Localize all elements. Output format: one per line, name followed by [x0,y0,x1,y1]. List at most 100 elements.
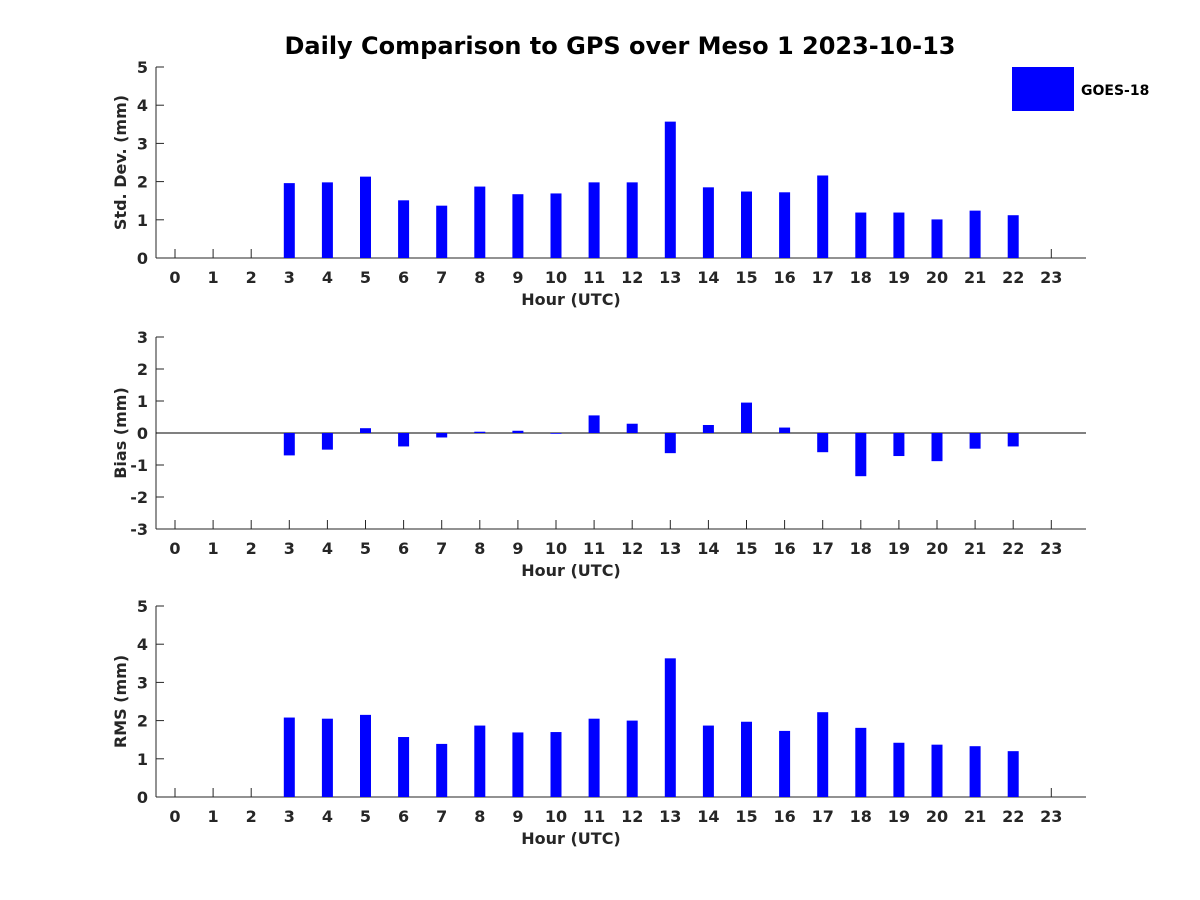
std-dev-xtick-label: 0 [169,268,180,287]
rms-ytick-label: 1 [137,750,148,769]
rms-bar-22 [1007,751,1019,797]
rms-ytick-label: 2 [137,712,148,731]
bias-bar-21 [969,433,981,449]
std-dev-xtick-label: 7 [436,268,447,287]
bias-xtick-label: 6 [398,539,409,558]
std-dev-xtick-label: 3 [284,268,295,287]
bias-xtick-label: 19 [888,539,910,558]
rms-xtick-label: 20 [926,807,948,826]
std-dev-bar-17 [817,175,829,258]
rms-xtick-label: 22 [1002,807,1024,826]
std-dev-ytick-label: 0 [137,249,148,268]
rms-xtick-label: 13 [659,807,681,826]
std-dev-xtick-label: 14 [697,268,719,287]
rms-xtick-label: 12 [621,807,643,826]
std-dev-bar-21 [969,210,981,258]
bias-xtick-label: 8 [474,539,485,558]
bias-ytick-label: -1 [130,456,148,475]
bias-bar-7 [436,433,448,438]
bias-bar-8 [474,431,486,433]
rms-bar-14 [702,725,714,797]
rms-bar-6 [398,737,410,797]
bias-xtick-label: 9 [512,539,523,558]
bias-bar-13 [664,433,676,454]
rms-ytick-label: 5 [137,597,148,616]
std-dev-bar-8 [474,186,486,258]
std-dev-bar-12 [626,182,638,258]
bias-bar-14 [702,425,714,433]
bias-bar-17 [817,433,829,453]
rms-xlabel: Hour (UTC) [521,829,621,848]
bias-xtick-label: 23 [1040,539,1062,558]
std-dev-bar-19 [893,212,905,258]
rms-bar-9 [512,732,524,797]
std-dev-xtick-label: 17 [812,268,834,287]
rms-bar-21 [969,746,981,797]
std-dev-bar-16 [779,192,791,258]
rms-xtick-label: 7 [436,807,447,826]
bias-xtick-label: 10 [545,539,567,558]
bias-xtick-label: 17 [812,539,834,558]
std-dev-xtick-label: 2 [246,268,257,287]
bias-xtick-label: 14 [697,539,719,558]
std-dev-xtick-label: 16 [773,268,795,287]
rms-xtick-label: 0 [169,807,180,826]
std-dev-bar-4 [321,182,333,258]
bias-xtick-label: 13 [659,539,681,558]
std-dev-bar-14 [702,187,714,258]
rms-bar-16 [779,730,791,797]
bias-xtick-label: 7 [436,539,447,558]
bias-xtick-label: 3 [284,539,295,558]
legend-label: GOES-18 [1081,83,1149,99]
bias-ytick-label: 2 [137,360,148,379]
rms-bar-4 [321,718,333,797]
bias-xtick-label: 15 [735,539,757,558]
legend: GOES-18 [1012,67,1149,111]
rms-ytick-label: 3 [137,673,148,692]
rms-bar-15 [741,721,752,797]
rms-xtick-label: 8 [474,807,485,826]
bias-xtick-label: 21 [964,539,986,558]
bias-bar-16 [779,427,791,433]
bias-bar-5 [360,428,371,433]
std-dev-bar-11 [588,182,600,258]
rms-xtick-label: 5 [360,807,371,826]
std-dev-bar-5 [360,176,371,258]
rms-xtick-label: 15 [735,807,757,826]
std-dev-xtick-label: 18 [850,268,872,287]
rms-ytick-label: 4 [137,635,148,654]
bias-xtick-label: 11 [583,539,605,558]
rms-xtick-label: 19 [888,807,910,826]
rms-bar-10 [550,732,562,797]
bias-xtick-label: 1 [208,539,219,558]
rms-bar-12 [626,720,638,797]
std-dev-bar-7 [436,205,448,258]
std-dev-bar-13 [664,121,676,258]
std-dev-xtick-label: 12 [621,268,643,287]
bias-bar-11 [588,415,600,433]
std-dev-xtick-label: 10 [545,268,567,287]
bias-bar-15 [741,402,752,433]
rms-bar-19 [893,742,905,797]
rms-ylabel: RMS (mm) [111,655,130,748]
rms-xtick-label: 6 [398,807,409,826]
rms-xtick-label: 18 [850,807,872,826]
std-dev-ytick-label: 2 [137,173,148,192]
rms-bar-11 [588,718,600,797]
bias-ylabel: Bias (mm) [111,387,130,479]
std-dev-xtick-label: 19 [888,268,910,287]
rms-xtick-label: 14 [697,807,719,826]
std-dev-xtick-label: 22 [1002,268,1024,287]
bias-ytick-label: -3 [130,520,148,539]
std-dev-xtick-label: 6 [398,268,409,287]
std-dev-bar-22 [1007,215,1019,258]
rms-xtick-label: 2 [246,807,257,826]
bias-bar-18 [855,433,867,477]
rms-bar-7 [436,743,448,797]
rms-bar-18 [855,727,867,797]
std-dev-xtick-label: 1 [208,268,219,287]
std-dev-bar-9 [512,194,524,258]
std-dev-xtick-label: 8 [474,268,485,287]
